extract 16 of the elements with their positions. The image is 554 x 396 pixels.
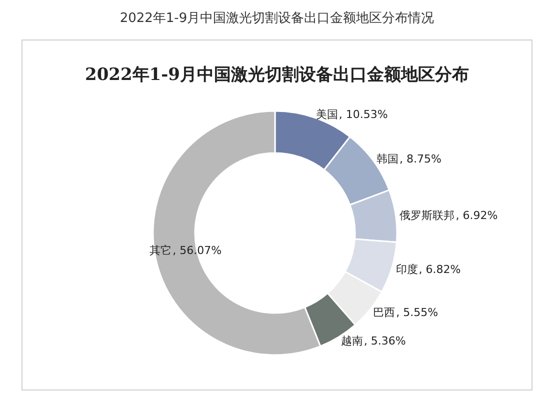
data-label: , 5.36% bbox=[364, 334, 406, 348]
slice-label: 印度 bbox=[396, 262, 418, 276]
slice-label: 巴西 bbox=[373, 306, 396, 320]
slice-label: 越南 bbox=[340, 334, 363, 348]
data-label: , 6.92% bbox=[456, 209, 498, 222]
chart-subtitle: 2022年1-9月中国激光切割设备出口金额地区分布情况 bbox=[120, 11, 434, 26]
slice-label: 韩国 bbox=[376, 152, 398, 166]
slice-label: 俄罗斯联邦 bbox=[400, 209, 455, 222]
data-label: , 56.07% bbox=[172, 244, 222, 258]
data-label: , 10.53% bbox=[338, 108, 388, 121]
chart-title: 2022年1-9月中国激光切割设备出口金额地区分布 bbox=[84, 65, 470, 85]
slice-label: 美国 bbox=[316, 108, 338, 121]
data-label: , 5.55% bbox=[396, 306, 438, 320]
data-label: , 8.75% bbox=[399, 152, 442, 166]
slice-label: 其它 bbox=[150, 244, 172, 258]
data-label: , 6.82% bbox=[418, 262, 461, 276]
